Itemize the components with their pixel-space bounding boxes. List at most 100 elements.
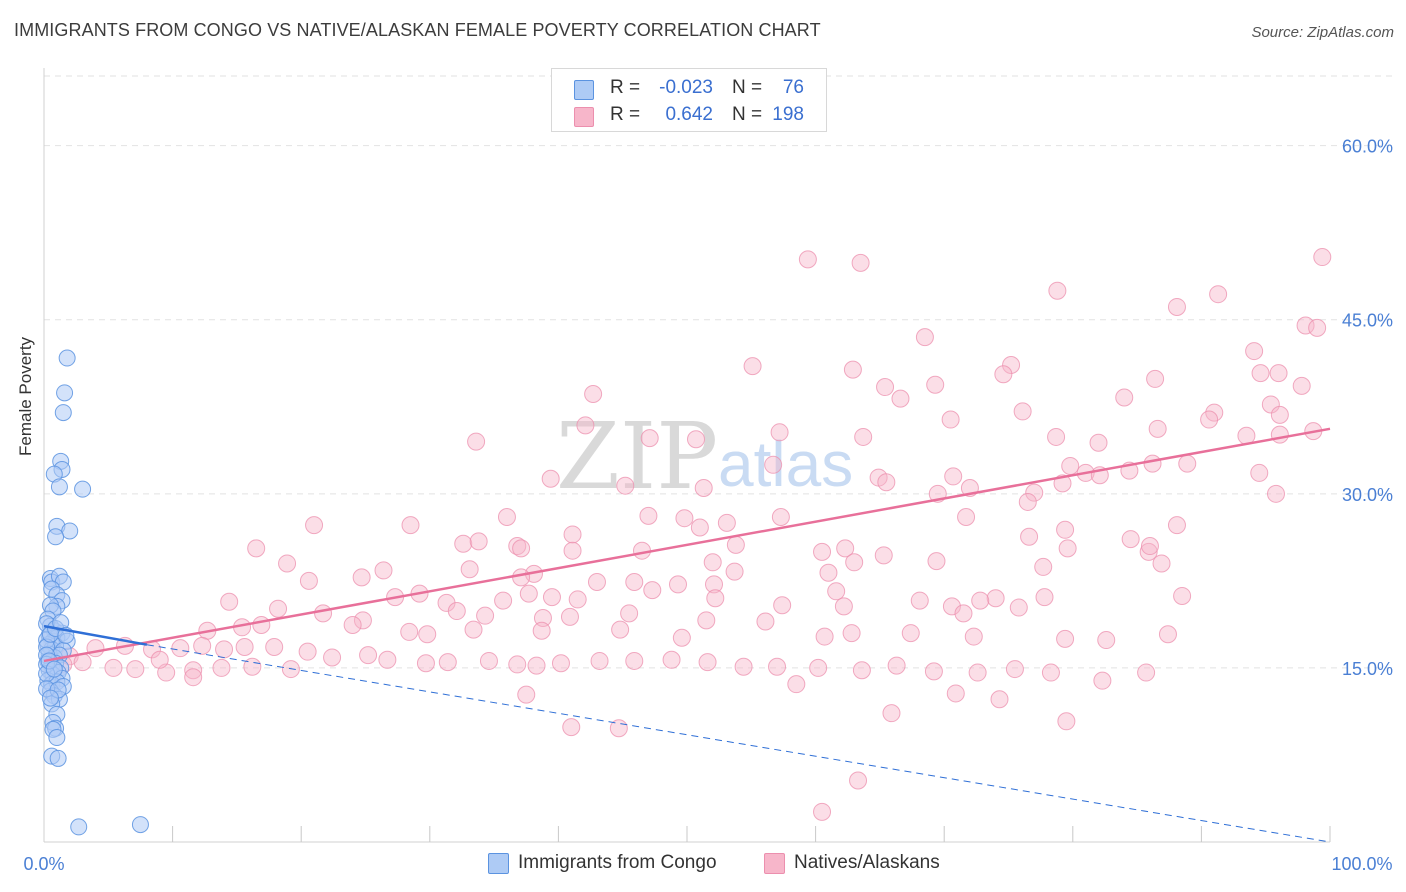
native-point xyxy=(467,432,486,451)
native-point xyxy=(1296,316,1315,335)
native-point xyxy=(447,602,466,621)
native-points xyxy=(54,248,1332,821)
native-point xyxy=(639,506,658,525)
bottom-legend-label-native: Natives/Alaskans xyxy=(794,852,940,873)
legend-swatch-congo xyxy=(574,80,594,100)
native-point xyxy=(1009,598,1028,617)
native-point xyxy=(690,518,709,537)
native-point xyxy=(1058,539,1077,558)
congo-point xyxy=(41,689,59,707)
native-point xyxy=(541,469,560,488)
native-point xyxy=(726,535,745,554)
x-tick-label-max: 100.0% xyxy=(1331,854,1392,874)
native-point xyxy=(1173,586,1192,605)
native-point xyxy=(1093,671,1112,690)
native-point xyxy=(1035,588,1054,607)
native-point xyxy=(1158,625,1177,644)
native-point xyxy=(278,554,297,573)
native-point xyxy=(1148,419,1167,438)
native-point xyxy=(827,582,846,601)
native-point xyxy=(532,621,551,640)
native-point xyxy=(1245,342,1264,361)
watermark-zip: ZIP xyxy=(556,403,718,510)
watermark: ZIP atlas xyxy=(556,403,853,510)
native-point xyxy=(764,455,783,474)
native-point xyxy=(1048,281,1067,300)
native-point xyxy=(551,654,570,673)
native-point xyxy=(298,642,317,661)
native-point xyxy=(1178,454,1197,473)
native-point xyxy=(400,622,419,641)
native-point xyxy=(1261,395,1280,414)
native-point xyxy=(1061,456,1080,475)
native-point xyxy=(706,589,725,608)
native-point xyxy=(563,525,582,544)
congo-point xyxy=(49,749,67,767)
native-point xyxy=(563,541,582,560)
native-point xyxy=(1056,629,1075,648)
native-point xyxy=(215,640,234,659)
native-point xyxy=(1115,388,1134,407)
native-point xyxy=(562,718,581,737)
legend-r-value: 0.642 xyxy=(665,104,713,125)
bottom-legend-label-congo: Immigrants from Congo xyxy=(518,852,717,873)
native-point xyxy=(378,650,397,669)
native-point xyxy=(1057,712,1076,731)
native-point xyxy=(323,648,342,667)
native-point xyxy=(527,656,546,675)
native-point xyxy=(849,771,868,790)
native-point xyxy=(314,604,333,623)
axes xyxy=(43,68,1331,843)
native-point xyxy=(1270,405,1289,424)
native-point xyxy=(924,662,943,681)
y-tick-label: 15.0% xyxy=(1342,659,1393,679)
congo-point xyxy=(70,818,88,836)
source-label: Source: ZipAtlas.com xyxy=(1251,24,1394,41)
native-point xyxy=(438,653,457,672)
native-point xyxy=(1013,402,1032,421)
native-point xyxy=(1097,631,1116,650)
native-point xyxy=(1089,433,1108,452)
native-point xyxy=(1005,660,1024,679)
native-point xyxy=(926,375,945,394)
native-point xyxy=(703,553,722,572)
native-point xyxy=(416,654,435,673)
native-point xyxy=(787,675,806,694)
native-point xyxy=(1137,663,1156,682)
native-point xyxy=(1292,376,1311,395)
native-point xyxy=(944,467,963,486)
native-point xyxy=(184,668,203,687)
native-point xyxy=(1167,297,1186,316)
native-point xyxy=(1313,248,1332,267)
native-point xyxy=(834,597,853,616)
native-point xyxy=(891,389,910,408)
congo-trend-line xyxy=(43,624,148,646)
native-point xyxy=(1121,530,1140,549)
native-point xyxy=(305,516,324,535)
native-point xyxy=(770,423,789,442)
native-point xyxy=(269,599,288,618)
native-point xyxy=(1146,369,1165,388)
native-point xyxy=(576,416,595,435)
congo-trend-extension xyxy=(146,644,1331,843)
native-point xyxy=(1270,425,1289,444)
native-point xyxy=(247,539,266,558)
native-point xyxy=(986,589,1005,608)
congo-point xyxy=(50,478,68,496)
native-point xyxy=(512,568,531,587)
native-point xyxy=(842,624,861,643)
native-point xyxy=(625,573,644,592)
native-point xyxy=(479,651,498,670)
native-point xyxy=(1152,554,1171,573)
native-point xyxy=(533,609,552,628)
congo-point xyxy=(74,480,92,498)
watermark-atlas: atlas xyxy=(718,428,853,500)
native-point xyxy=(994,365,1013,384)
native-point xyxy=(1018,492,1037,511)
native-point xyxy=(611,620,630,639)
native-point xyxy=(1047,427,1066,446)
native-trend-line xyxy=(43,427,1331,663)
native-point xyxy=(418,625,437,644)
legend-r-value: -0.023 xyxy=(659,77,713,98)
native-point xyxy=(343,615,362,634)
